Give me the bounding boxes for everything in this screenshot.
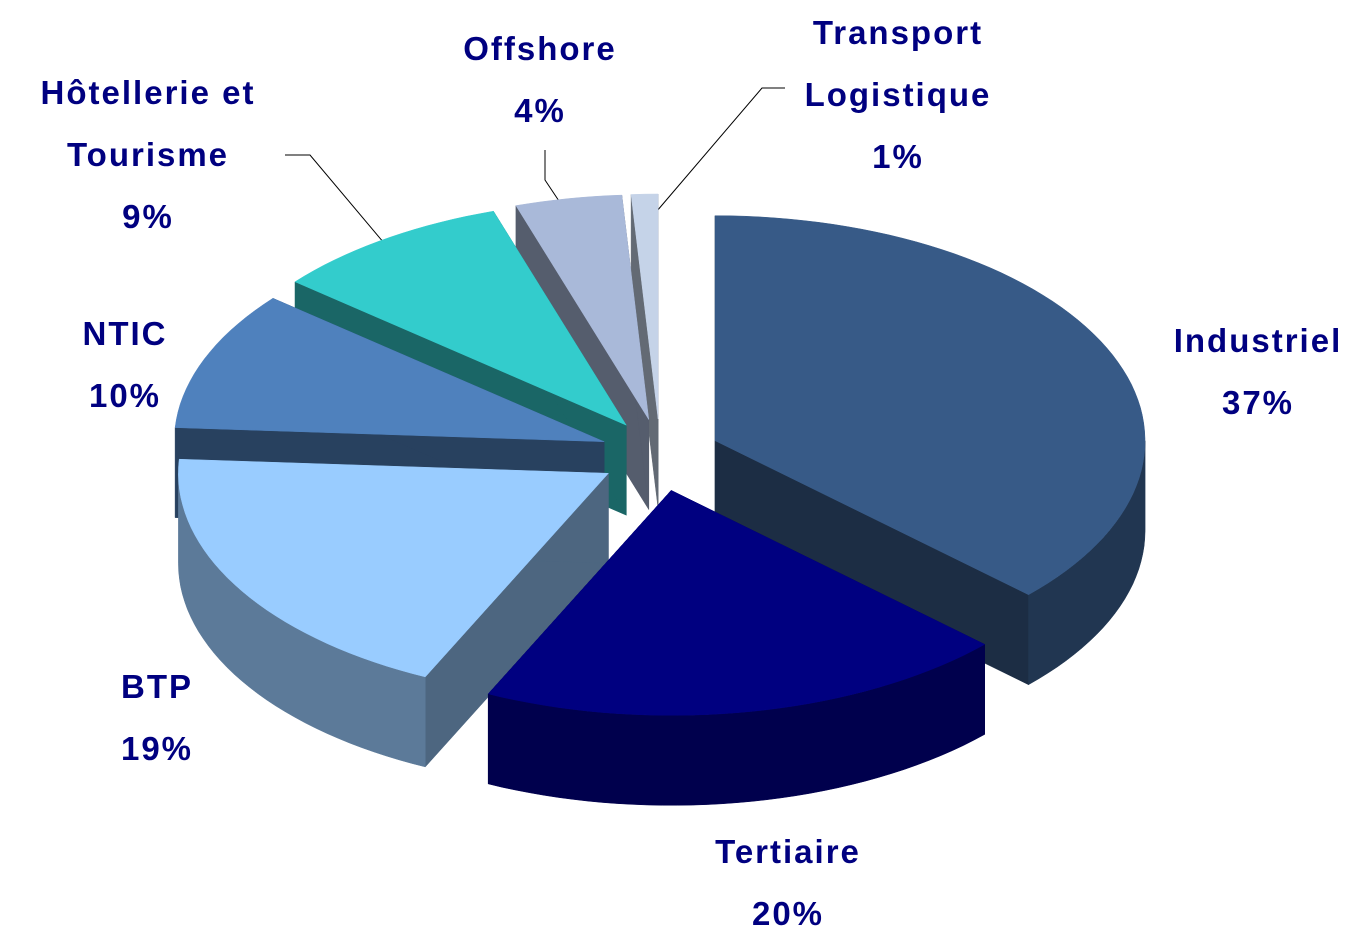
- value-label: 10%: [88, 377, 162, 414]
- category-label: NTIC: [82, 315, 168, 352]
- slice: [174, 298, 605, 442]
- data-label: Hôtellerie et Tourisme 9%: [0, 62, 298, 248]
- category-label: Industriel: [1173, 322, 1343, 359]
- value-label: 9%: [122, 198, 174, 235]
- category-label: Transport Logistique: [804, 14, 992, 113]
- category-label: Offshore: [463, 30, 617, 67]
- slice: [630, 193, 659, 420]
- slice: [487, 490, 986, 716]
- data-label: NTIC 10%: [25, 303, 225, 427]
- value-label: 4%: [514, 92, 566, 129]
- data-label: Tertiaire 20%: [658, 821, 918, 945]
- leader-line: [644, 87, 785, 226]
- category-label: Hôtellerie et Tourisme: [40, 74, 256, 173]
- value-label: 37%: [1221, 384, 1295, 421]
- leader-line: [285, 154, 401, 263]
- slice: [714, 215, 1146, 595]
- value-label: 20%: [751, 895, 825, 932]
- category-label: BTP: [121, 668, 193, 705]
- data-label: BTP 19%: [57, 656, 257, 780]
- category-label: Tertiaire: [715, 833, 861, 870]
- slice: [515, 194, 650, 420]
- slice: [294, 210, 627, 426]
- data-label: Transport Logistique 1%: [768, 2, 1028, 188]
- data-label: Industriel 37%: [1128, 310, 1366, 434]
- slice: [178, 458, 609, 678]
- value-label: 1%: [872, 138, 924, 175]
- data-label: Offshore 4%: [430, 18, 650, 142]
- value-label: 19%: [120, 730, 194, 767]
